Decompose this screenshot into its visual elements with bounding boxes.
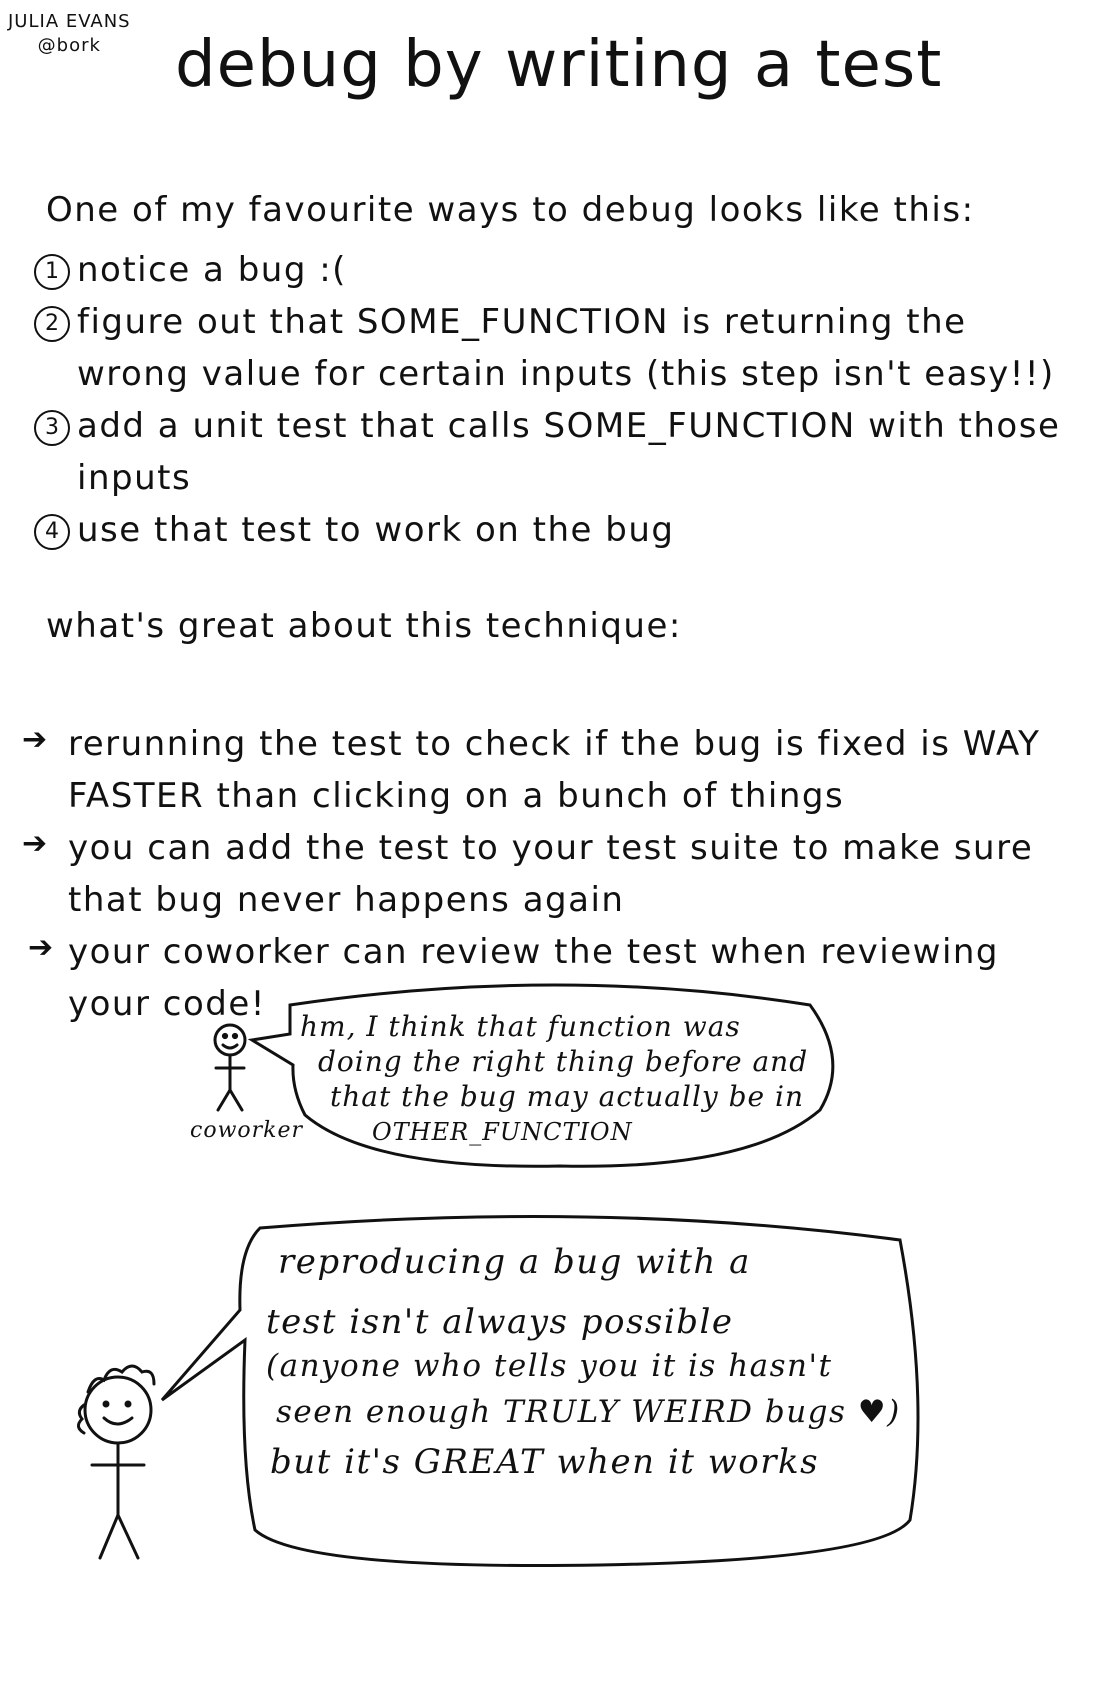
author-credit: JULIA EVANS @bork [8, 10, 131, 58]
step-2-line-1: figure out that SOME_FUNCTION is returni… [77, 302, 967, 342]
great-heading: what's great about this technique: [46, 606, 682, 646]
author-speech-bubble [160, 1214, 920, 1568]
page-title: debug by writing a test [175, 28, 943, 102]
benefit-3-line-1: your coworker can review the test when r… [68, 932, 1000, 972]
coworker-speech-line-2: doing the right thing before and [318, 1045, 809, 1078]
author-speech-line-2: test isn't always possible [266, 1302, 734, 1342]
intro-text: One of my favourite ways to debug looks … [46, 190, 975, 230]
step-number-1: 1 [34, 254, 70, 290]
benefit-1-line-1: rerunning the test to check if the bug i… [68, 724, 1041, 764]
step-3-line-2: inputs [77, 458, 192, 498]
arrow-right-icon: ➔ [28, 930, 54, 965]
arrow-right-icon: ➔ [22, 826, 48, 861]
step-number-2: 2 [34, 306, 70, 342]
step-1-line-1: notice a bug :( [77, 250, 347, 290]
author-handle: @bork [37, 35, 101, 56]
coworker-speech-line-4: OTHER_FUNCTION [372, 1118, 633, 1146]
benefit-2-line-2: that bug never happens again [68, 880, 625, 920]
author-name: JULIA EVANS [8, 11, 131, 32]
step-3-line-1: add a unit test that calls SOME_FUNCTION… [77, 406, 1061, 446]
author-speech-line-1: reproducing a bug with a [278, 1242, 751, 1282]
benefit-1-line-2: FASTER than clicking on a bunch of thing… [68, 776, 845, 816]
step-2-line-2: wrong value for certain inputs (this ste… [77, 354, 1055, 394]
benefit-3-line-2: your code! [68, 984, 266, 1024]
author-figure [77, 1364, 156, 1560]
coworker-speech-line-1: hm, I think that function was [300, 1010, 741, 1043]
step-4-line-1: use that test to work on the bug [77, 510, 675, 550]
step-number-3: 3 [34, 410, 70, 446]
author-speech-line-5: but it's GREAT when it works [270, 1442, 820, 1482]
arrow-right-icon: ➔ [22, 722, 48, 757]
coworker-figure [213, 1023, 247, 1112]
coworker-label: coworker [190, 1118, 304, 1143]
coworker-speech-line-3: that the bug may actually be in [330, 1080, 804, 1113]
author-speech-line-4: seen enough TRULY WEIRD bugs ♥) [276, 1394, 901, 1430]
coworker-speech-bubble [247, 983, 835, 1168]
author-speech-line-3: (anyone who tells you it is hasn't [266, 1348, 833, 1384]
step-number-4: 4 [34, 514, 70, 550]
benefit-2-line-1: you can add the test to your test suite … [68, 828, 1034, 868]
